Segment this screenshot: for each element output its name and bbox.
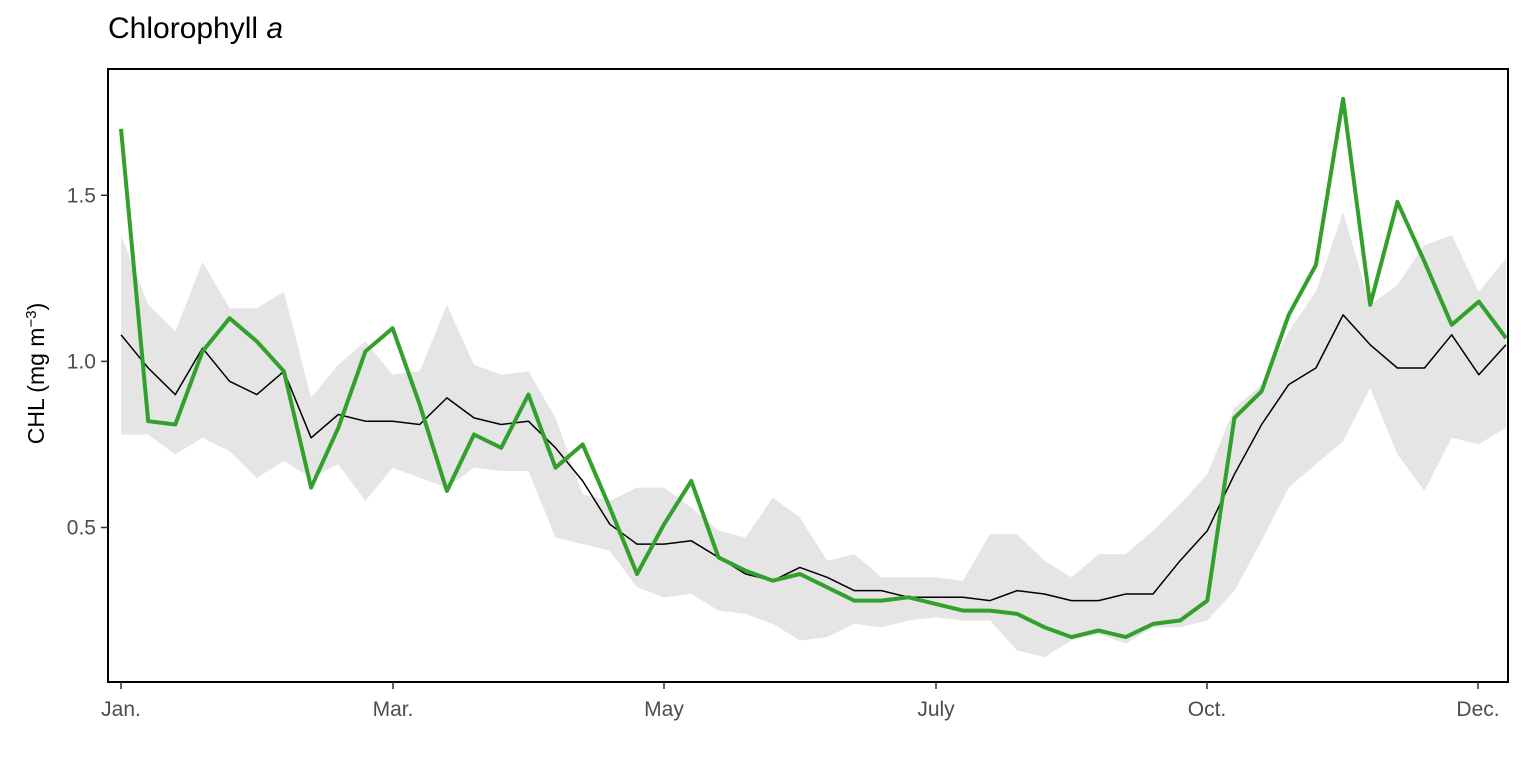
range-band — [121, 211, 1506, 658]
y-axis-title: CHL (mg m−3) — [23, 303, 49, 445]
x-tick-label: Oct. — [1188, 698, 1227, 721]
y-axis-title-superscript: −3 — [23, 310, 40, 327]
y-tick-label: 1.0 — [67, 350, 96, 373]
plot-panel-border — [107, 68, 1509, 683]
chart-title-text: Chlorophyll — [108, 12, 259, 45]
x-tick-label: Dec. — [1456, 698, 1499, 721]
x-tick-label: May — [644, 698, 684, 721]
y-tick-label: 1.5 — [67, 184, 96, 207]
mean-series-line — [120, 314, 1507, 602]
range-band-layer — [121, 211, 1506, 658]
chart-title-italic: a — [266, 12, 284, 45]
y-axis-title-close: ) — [23, 303, 49, 311]
current-line-layer — [119, 96, 1508, 640]
y-axis: 0.5 1.0 1.5 — [67, 184, 108, 540]
mean-line-layer — [120, 314, 1507, 602]
current-series-line — [119, 96, 1508, 640]
x-tick-label: July — [917, 698, 955, 721]
x-tick-label: Jan. — [101, 698, 141, 721]
chart-title: Chlorophyll a — [108, 12, 283, 46]
x-axis: Jan. Mar. May July Oct. Dec. — [101, 682, 1500, 721]
y-axis-title-main: CHL (mg m — [23, 328, 49, 445]
y-tick-label: 0.5 — [67, 517, 96, 540]
x-tick-label: Mar. — [373, 698, 414, 721]
